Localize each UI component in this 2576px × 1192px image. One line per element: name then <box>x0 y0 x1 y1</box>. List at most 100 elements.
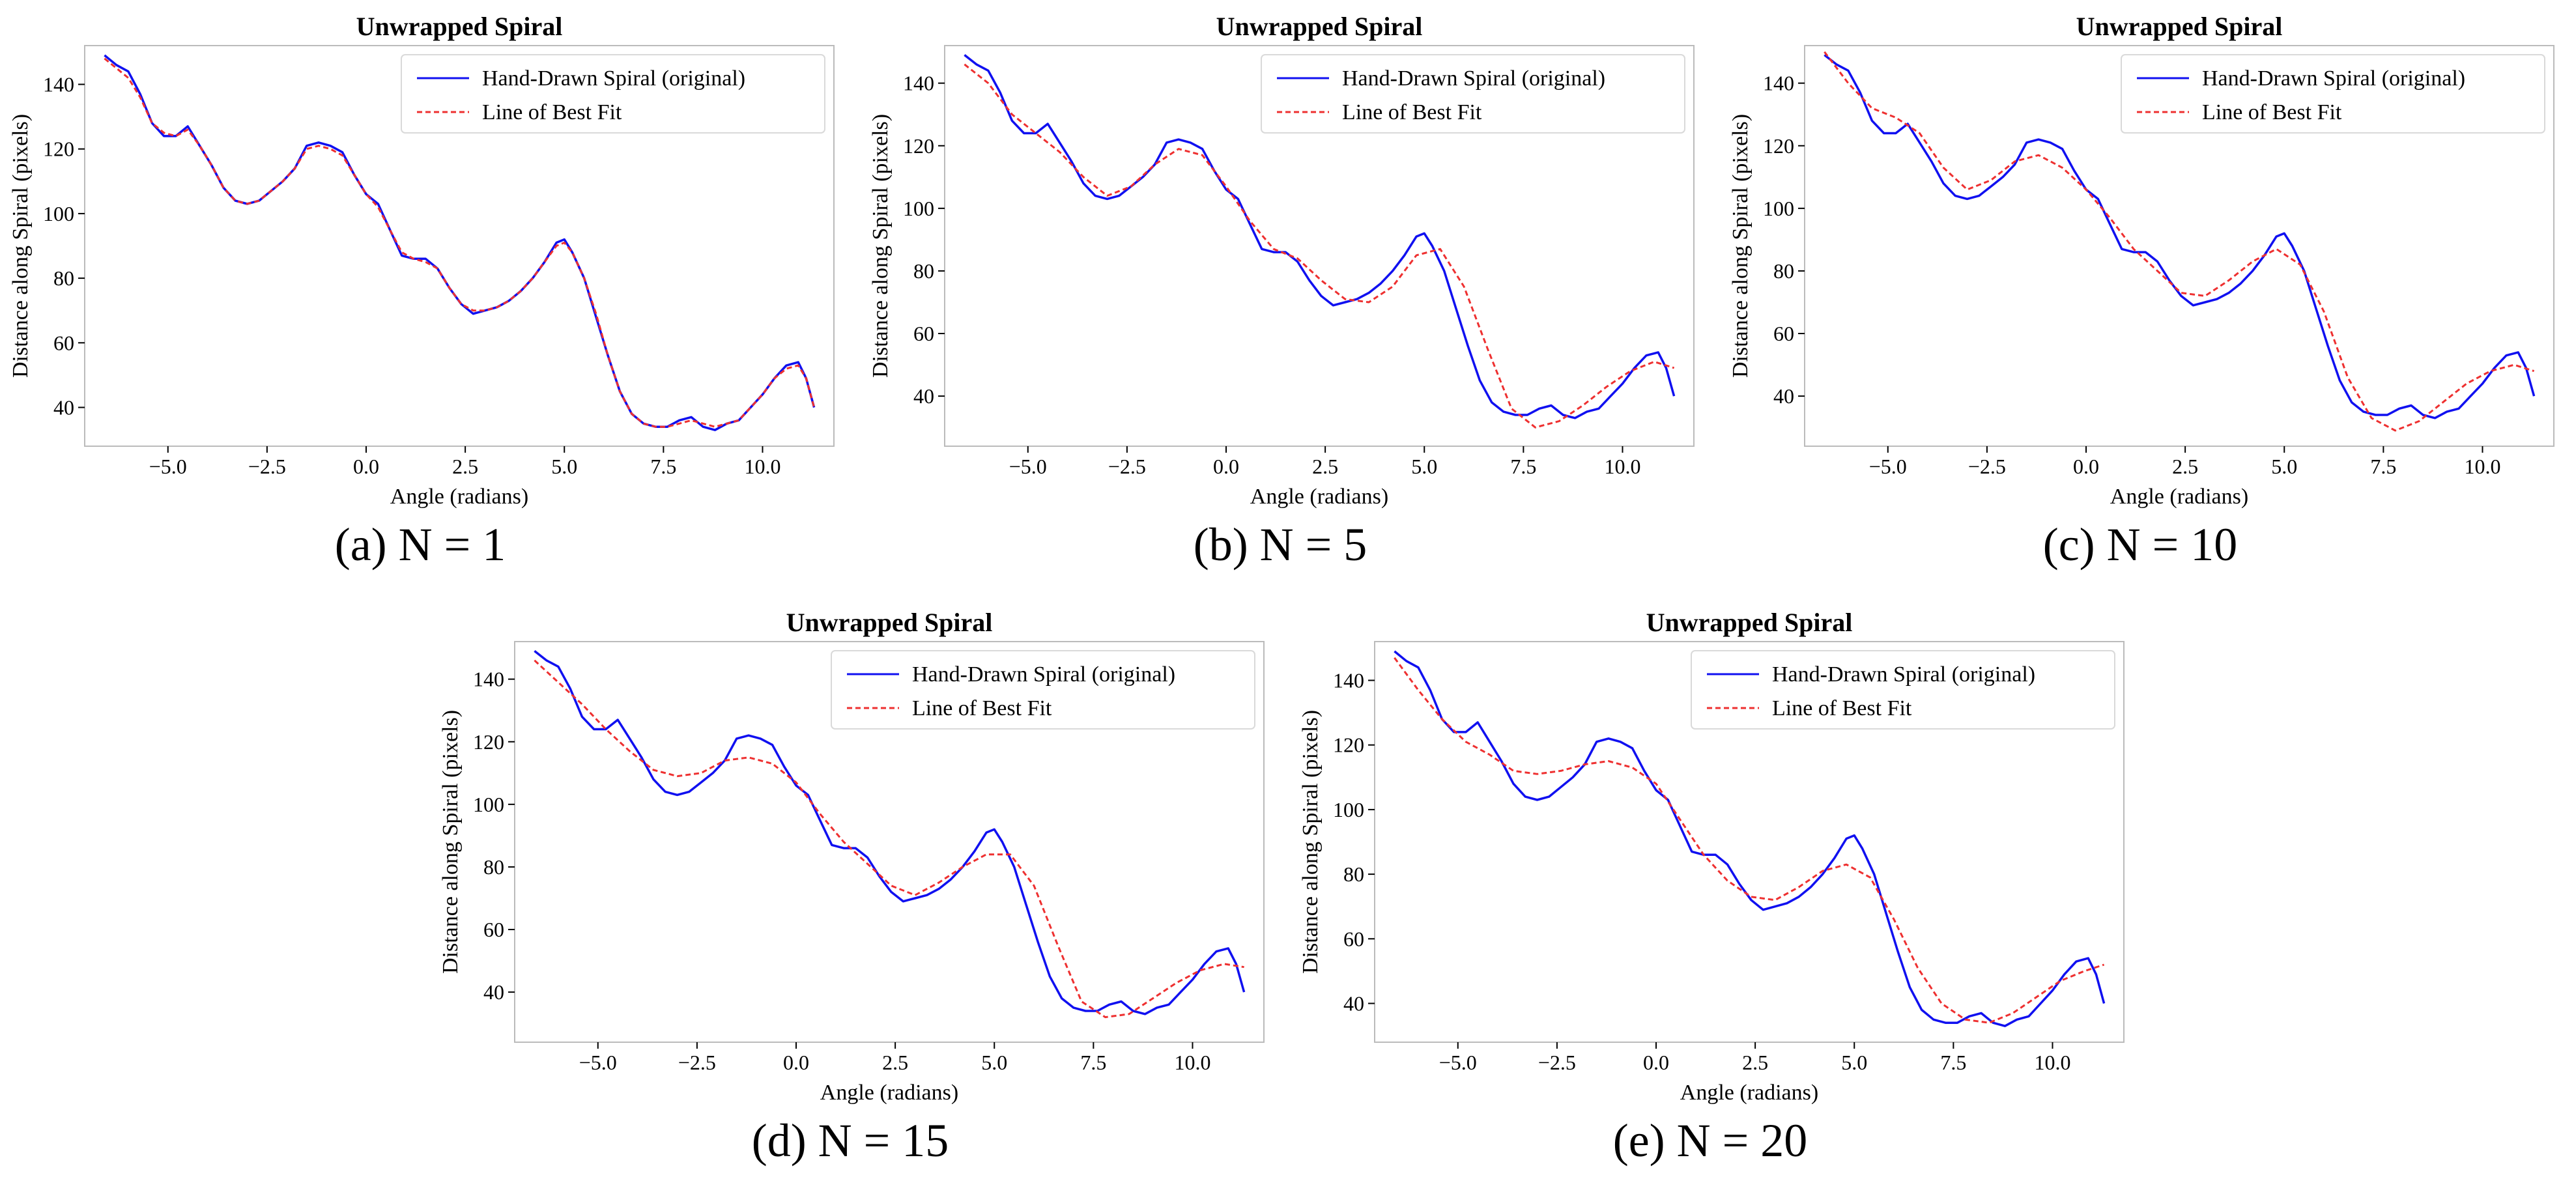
y-tick-label: 80 <box>483 855 504 879</box>
y-tick-label: 100 <box>473 793 504 816</box>
x-tick-label: 2.5 <box>1742 1051 1768 1074</box>
y-tick-label: 100 <box>903 197 934 220</box>
x-tick-label: 5.0 <box>981 1051 1007 1074</box>
series-line-best-fit <box>534 659 1244 1019</box>
chart-panel-a: Unwrapped Spiral −5.0 −2.5 0.0 2.5 5.0 7.5 10.0… <box>0 0 840 586</box>
series-line-original <box>964 54 1676 419</box>
chart-panel-b: Unwrapped Spiral −5.0 −2.5 0.0 2.5 5.0 7.5 10.0… <box>860 0 1700 586</box>
x-tick-label: −5.0 <box>579 1051 617 1074</box>
caption-d: (d) N = 15 <box>751 1114 949 1167</box>
x-tick-label: 10.0 <box>2464 455 2500 478</box>
series-line-original <box>104 54 816 431</box>
x-tick-label: −5.0 <box>149 455 187 478</box>
y-tick-label: 140 <box>903 72 934 95</box>
y-tick-label: 140 <box>1763 72 1794 95</box>
plot-area <box>534 650 1246 1019</box>
y-tick-label: 140 <box>473 668 504 691</box>
series-line-best-fit <box>964 63 1675 429</box>
y-tick-label: 100 <box>1333 798 1364 821</box>
x-tick-label: 7.5 <box>1940 1051 1966 1074</box>
chart-e: Unwrapped Spiral −5.0 −2.5 0.0 2.5 5.0 7.5 10.0… <box>1298 608 2125 1105</box>
series-line-best-fit <box>1824 51 2535 432</box>
plot-area <box>104 54 816 431</box>
y-axis-label: Distance along Spiral (pixels) <box>1298 710 1323 974</box>
y-tick-label: 120 <box>903 134 934 158</box>
y-tick-label: 140 <box>1333 669 1364 692</box>
x-tick-label: 10.0 <box>744 455 780 478</box>
legend-box <box>2121 54 2545 134</box>
y-axis-label: Distance along Spiral (pixels) <box>868 114 893 378</box>
y-tick-label: 60 <box>483 918 504 941</box>
y-tick-label: 140 <box>43 73 74 96</box>
chart-title: Unwrapped Spiral <box>786 608 993 637</box>
y-tick-label: 40 <box>1343 991 1364 1015</box>
legend-label-original: Hand-Drawn Spiral (original) <box>1342 66 1605 91</box>
legend: Hand-Drawn Spiral (original) Line of Best… <box>401 54 825 134</box>
x-tick-label: 5.0 <box>1411 455 1437 478</box>
x-tick-label: 2.5 <box>1312 455 1338 478</box>
legend-label-original: Hand-Drawn Spiral (original) <box>2202 66 2465 91</box>
x-tick-label: 5.0 <box>2271 455 2297 478</box>
x-tick-label: −2.5 <box>248 455 286 478</box>
x-tick-label: −2.5 <box>1538 1051 1576 1074</box>
x-tick-label: 10.0 <box>1604 455 1640 478</box>
chart-d: Unwrapped Spiral −5.0 −2.5 0.0 2.5 5.0 7.5 10.0… <box>438 608 1265 1105</box>
x-axis-label: Angle (radians) <box>820 1081 958 1105</box>
x-tick-label: 2.5 <box>452 455 478 478</box>
x-axis-label: Angle (radians) <box>1250 485 1388 509</box>
x-tick-label: 10.0 <box>1174 1051 1210 1074</box>
series-line-best-fit <box>104 57 816 428</box>
caption-c: (c) N = 10 <box>2042 518 2238 571</box>
x-tick-label: 0.0 <box>353 455 379 478</box>
chart-title: Unwrapped Spiral <box>2076 12 2283 41</box>
legend-label-best-fit: Line of Best Fit <box>1342 100 1482 124</box>
y-tick-label: 60 <box>53 331 74 354</box>
y-tick-label: 120 <box>473 730 504 754</box>
legend: Hand-Drawn Spiral (original) Line of Best… <box>1691 650 2115 730</box>
legend-label-original: Hand-Drawn Spiral (original) <box>482 66 745 91</box>
plot-area <box>1824 51 2536 432</box>
y-axis-label: Distance along Spiral (pixels) <box>438 710 463 974</box>
caption-b: (b) N = 5 <box>1193 518 1367 571</box>
legend-label-best-fit: Line of Best Fit <box>912 696 1052 720</box>
chart-c: Unwrapped Spiral −5.0 −2.5 0.0 2.5 5.0 7.5 10.0… <box>1728 12 2555 509</box>
x-axis-label: Angle (radians) <box>2110 485 2248 509</box>
chart-title: Unwrapped Spiral <box>1646 608 1853 637</box>
y-tick-label: 80 <box>1343 862 1364 886</box>
y-tick-label: 80 <box>1773 259 1794 283</box>
x-tick-label: −2.5 <box>1108 455 1146 478</box>
x-tick-label: −5.0 <box>1439 1051 1477 1074</box>
legend-box <box>1261 54 1685 134</box>
y-tick-label: 80 <box>913 259 934 283</box>
y-tick-label: 80 <box>53 266 74 290</box>
x-tick-label: 5.0 <box>1841 1051 1867 1074</box>
x-tick-label: 2.5 <box>2172 455 2198 478</box>
chart-title: Unwrapped Spiral <box>1216 12 1423 41</box>
series-line-original <box>1824 54 2536 419</box>
chart-panel-d: Unwrapped Spiral −5.0 −2.5 0.0 2.5 5.0 7.5 10.0… <box>430 596 1270 1182</box>
x-tick-label: 10.0 <box>2034 1051 2070 1074</box>
x-tick-label: −2.5 <box>678 1051 716 1074</box>
legend: Hand-Drawn Spiral (original) Line of Best… <box>831 650 1255 730</box>
plot-frame <box>1374 641 2125 1043</box>
chart-b: Unwrapped Spiral −5.0 −2.5 0.0 2.5 5.0 7.5 10.0… <box>868 12 1695 509</box>
y-tick-label: 120 <box>1763 134 1794 158</box>
y-tick-label: 60 <box>913 322 934 345</box>
plot-area <box>964 54 1676 429</box>
y-tick-label: 40 <box>1773 384 1794 408</box>
legend-label-original: Hand-Drawn Spiral (original) <box>1772 662 2035 687</box>
plot-frame <box>1804 45 2555 447</box>
legend-box <box>401 54 825 134</box>
plot-area <box>1394 650 2106 1027</box>
legend-box <box>831 650 1255 730</box>
chart-panel-c: Unwrapped Spiral −5.0 −2.5 0.0 2.5 5.0 7.5 10.0… <box>1720 0 2560 586</box>
legend-label-best-fit: Line of Best Fit <box>2202 100 2342 124</box>
caption-a: (a) N = 1 <box>334 518 506 571</box>
y-tick-label: 40 <box>913 384 934 408</box>
x-tick-label: −2.5 <box>1968 455 2006 478</box>
y-tick-label: 40 <box>53 395 74 419</box>
y-axis-label: Distance along Spiral (pixels) <box>1728 114 1753 378</box>
y-tick-label: 60 <box>1773 322 1794 345</box>
y-tick-label: 100 <box>43 202 74 225</box>
x-axis-label: Angle (radians) <box>1680 1081 1818 1105</box>
